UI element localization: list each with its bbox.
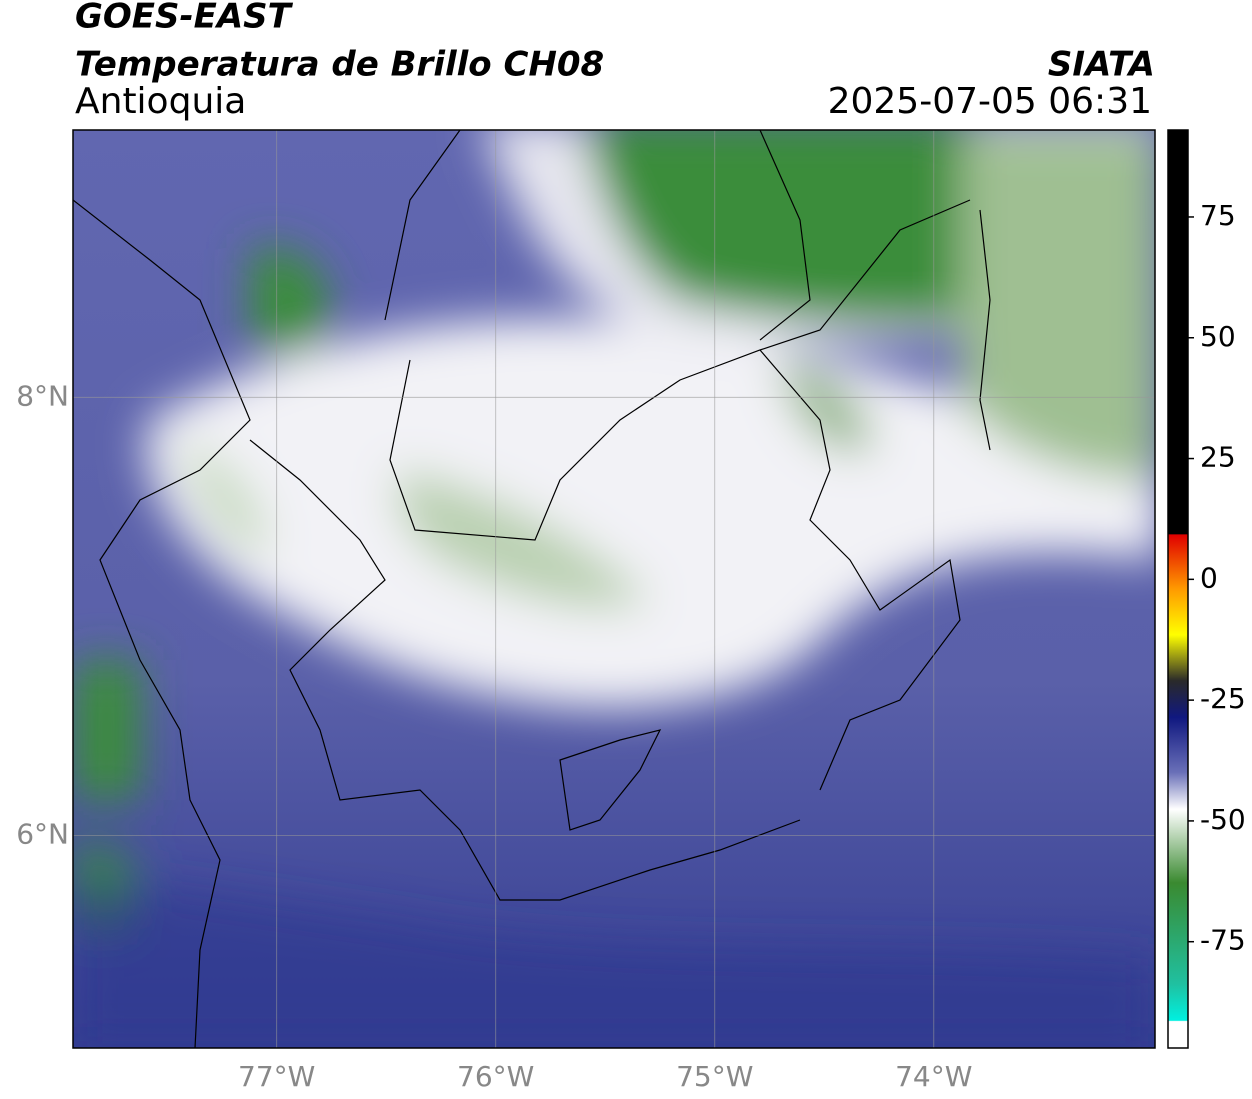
- colorbar-tick-label: 50: [1200, 320, 1236, 353]
- subtitle: Temperatura de Brillo CH08: [75, 45, 604, 85]
- x-tick-label: 76°W: [457, 1060, 534, 1093]
- colorbar-tick-label: 75: [1200, 199, 1236, 232]
- colorbar-tick-label: -75: [1200, 924, 1246, 957]
- colorbar-tick-label: 25: [1200, 441, 1236, 474]
- map-frame: [72, 129, 1156, 1049]
- satellite-image: [73, 130, 1155, 1048]
- x-tick-label: 77°W: [238, 1060, 315, 1093]
- colorbar: [1167, 129, 1189, 1049]
- y-tick-label: 8°N: [16, 379, 69, 412]
- timestamp: 2025-07-05 06:31: [828, 81, 1152, 122]
- title: GOES-EAST: [75, 0, 294, 37]
- region: Antioquia: [75, 81, 246, 122]
- colorbar-tick-label: 0: [1200, 561, 1218, 594]
- colorbar-tick-label: -50: [1200, 803, 1246, 836]
- colorbar-tick-label: -25: [1200, 682, 1246, 715]
- x-tick-label: 75°W: [676, 1060, 753, 1093]
- x-tick-label: 74°W: [895, 1060, 972, 1093]
- source: SIATA: [1048, 45, 1155, 85]
- y-tick-label: 6°N: [16, 817, 69, 850]
